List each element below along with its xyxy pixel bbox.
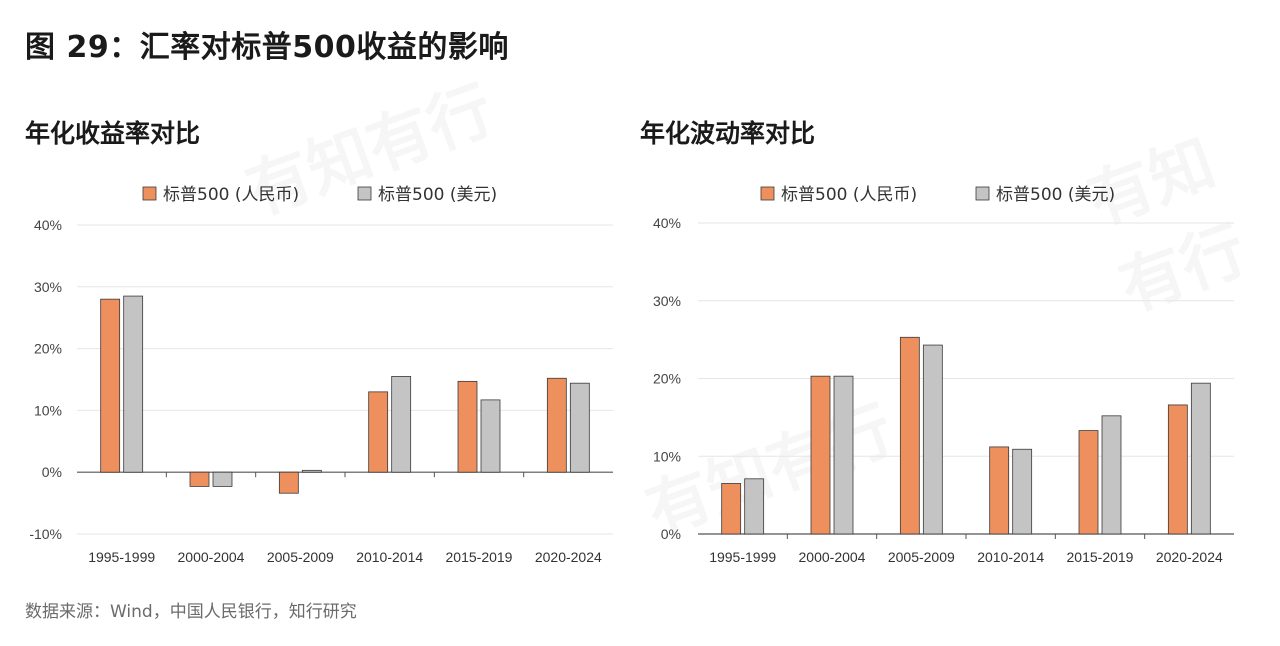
bar-usd [1190,382,1211,535]
bar-usd [744,478,765,535]
bar-usd [212,471,233,487]
x-category-label: 1995-1999 [709,549,776,565]
legend-label: 标普500 (人民币) [781,185,917,205]
y-tick-label: 30% [34,279,62,295]
x-category-label: 2015-2019 [1067,549,1134,565]
bar-usd [123,295,144,473]
y-tick-label: 0% [661,526,681,542]
legend-label: 标普500 (人民币) [163,185,299,205]
bar-cny [546,377,567,473]
bar-cny [721,483,742,535]
bar-usd [391,376,412,473]
x-category-label: 2005-2009 [267,549,334,565]
y-tick-label: 0% [42,464,62,480]
x-category-label: 2005-2009 [888,549,955,565]
bar-cny [899,336,920,535]
bar-usd [833,375,854,535]
y-tick-label: 10% [34,402,62,418]
bar-usd [301,469,322,473]
y-tick-label: 20% [653,371,681,387]
y-tick-label: 40% [34,217,62,233]
bar-cny [1167,404,1188,535]
bar-cny [368,391,389,473]
legend-swatch [142,186,157,201]
y-tick-label: 30% [653,293,681,309]
page-title: 图 29：汇率对标普500收益的影响 [25,30,509,65]
legend-label: 标普500 (美元) [996,185,1115,205]
bar-usd [1012,448,1033,535]
bar-cny [278,471,299,494]
x-category-label: 2020-2024 [1156,549,1223,565]
legend-swatch [357,186,372,201]
y-tick-label: 10% [653,448,681,464]
bar-cny [810,375,831,535]
bar-usd [922,344,943,535]
source-note: 数据来源：Wind，中国人民银行，知行研究 [25,602,357,622]
bar-usd [480,399,501,473]
x-category-label: 2010-2014 [977,549,1044,565]
bar-usd [569,382,590,473]
chart-title-returns: 年化收益率对比 [25,119,201,148]
bar-cny [1078,430,1099,535]
bar-cny [457,380,478,473]
x-category-label: 2000-2004 [799,549,866,565]
y-tick-label: 40% [653,215,681,231]
bar-cny [189,471,210,487]
legend-swatch [760,186,775,201]
x-category-label: 1995-1999 [88,549,155,565]
legend-swatch [975,186,990,201]
chart-title-volatility: 年化波动率对比 [640,119,816,148]
y-tick-label: -10% [29,526,62,542]
x-category-label: 2010-2014 [356,549,423,565]
bar-cny [100,298,121,473]
legend-label: 标普500 (美元) [378,185,497,205]
x-category-label: 2020-2024 [535,549,602,565]
x-category-label: 2015-2019 [446,549,513,565]
x-category-label: 2000-2004 [178,549,245,565]
bar-usd [1101,415,1122,535]
bar-cny [989,446,1010,535]
y-tick-label: 20% [34,341,62,357]
